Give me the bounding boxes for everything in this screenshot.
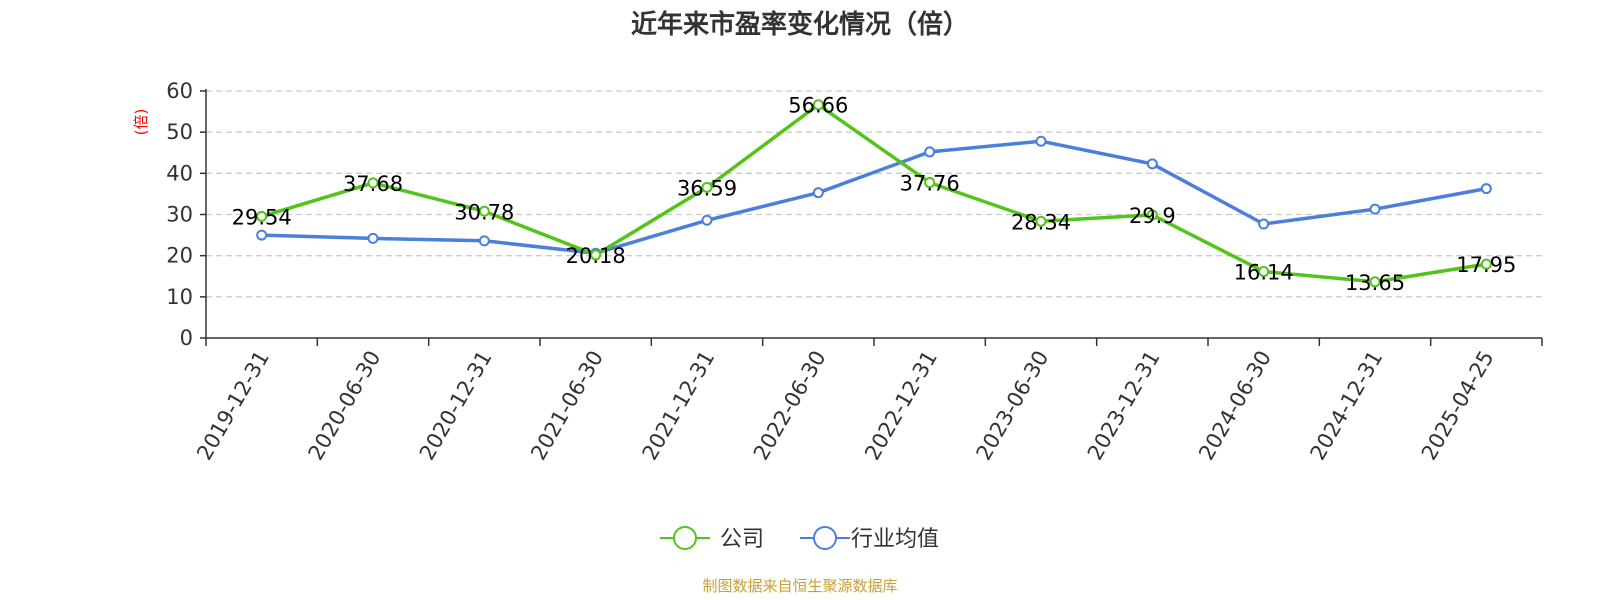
y-tick-label: 40	[166, 161, 193, 185]
legend-marker-company	[673, 526, 697, 550]
axes: 0 10 20 30 40 50 60 2019-12-31 2020-06-30 2020-12…	[166, 79, 1543, 465]
data-label: 20.18	[566, 244, 626, 268]
series-line-industry-average	[261, 139, 1487, 255]
y-tick-label: 0	[180, 326, 193, 350]
y-axis-label: (倍)	[132, 109, 150, 136]
data-label: 37.68	[343, 172, 403, 196]
data-label: 17.95	[1456, 253, 1516, 277]
data-label: 29.54	[232, 205, 292, 229]
x-tick-label: 2021-12-31	[638, 347, 720, 465]
data-label: 36.59	[677, 176, 737, 200]
x-tick-label: 2022-06-30	[749, 347, 831, 465]
x-tick-label: 2020-12-31	[415, 347, 497, 465]
data-point-industry-average	[1035, 135, 1047, 147]
data-point-industry-average	[1146, 158, 1158, 170]
data-point-company	[701, 181, 713, 193]
x-tick-label: 2020-06-30	[304, 347, 386, 465]
data-point-company	[1369, 276, 1381, 288]
data-point-company	[1480, 258, 1492, 270]
y-tick-label: 20	[166, 244, 193, 268]
data-label: 28.34	[1011, 210, 1071, 234]
y-tick-label: 50	[166, 120, 193, 144]
y-tick-label: 30	[166, 203, 193, 227]
data-label: 29.9	[1129, 204, 1176, 228]
data-point-company	[256, 210, 268, 222]
data-label: 30.78	[454, 200, 514, 224]
data-point-industry-average	[1258, 218, 1270, 230]
data-point-industry-average	[1369, 203, 1381, 215]
data-point-industry-average	[367, 232, 379, 244]
data-point-company	[1146, 209, 1158, 221]
legend-label-company: 公司	[720, 527, 764, 552]
data-point-industry-average	[701, 214, 713, 226]
legend-marker-industry-average	[813, 526, 837, 550]
x-tick-label: 2019-12-31	[192, 347, 274, 465]
legend-label-industry-average: 行业均值	[851, 527, 939, 552]
data-point-company	[478, 205, 490, 217]
data-label: 13.65	[1345, 271, 1405, 295]
y-tick-label: 10	[166, 285, 193, 309]
data-label: 16.14	[1234, 261, 1294, 285]
data-point-industry-average	[812, 187, 824, 199]
series-lines	[261, 102, 1487, 284]
x-tick-label: 2024-06-30	[1194, 347, 1276, 465]
x-tick-label: 2025-04-25	[1417, 347, 1499, 465]
data-label: 56.66	[788, 94, 848, 118]
series-line-company	[261, 102, 1487, 284]
data-point-company	[812, 99, 824, 111]
data-point-company	[1035, 215, 1047, 227]
data-point-industry-average	[478, 235, 490, 247]
y-tick-label: 60	[166, 79, 193, 103]
data-label: 37.76	[900, 172, 960, 196]
data-point-company	[1258, 266, 1270, 278]
data-point-industry-average	[924, 146, 936, 158]
data-point-company	[924, 177, 936, 189]
series-points	[256, 99, 1492, 288]
source-note: 制图数据来自恒生聚源数据库	[702, 577, 897, 595]
x-tick-label: 2024-12-31	[1306, 347, 1388, 465]
data-point-industry-average	[256, 229, 268, 241]
data-point-industry-average	[1480, 183, 1492, 195]
data-point-company	[367, 177, 379, 189]
x-tick-label: 2022-12-31	[860, 347, 942, 465]
legend: 公司 行业均值	[660, 526, 939, 552]
data-point-company	[590, 249, 602, 261]
x-tick-label: 2023-12-31	[1083, 347, 1165, 465]
grid-lines	[206, 90, 1542, 298]
data-labels: 29.54 37.68 30.78 20.18 36.59 56.66 37.76 28.34…	[232, 94, 1517, 295]
chart-title: 近年来市盈率变化情况（倍）	[631, 9, 969, 40]
x-tick-label: 2023-06-30	[972, 347, 1054, 465]
x-tick-label: 2021-06-30	[526, 347, 608, 465]
